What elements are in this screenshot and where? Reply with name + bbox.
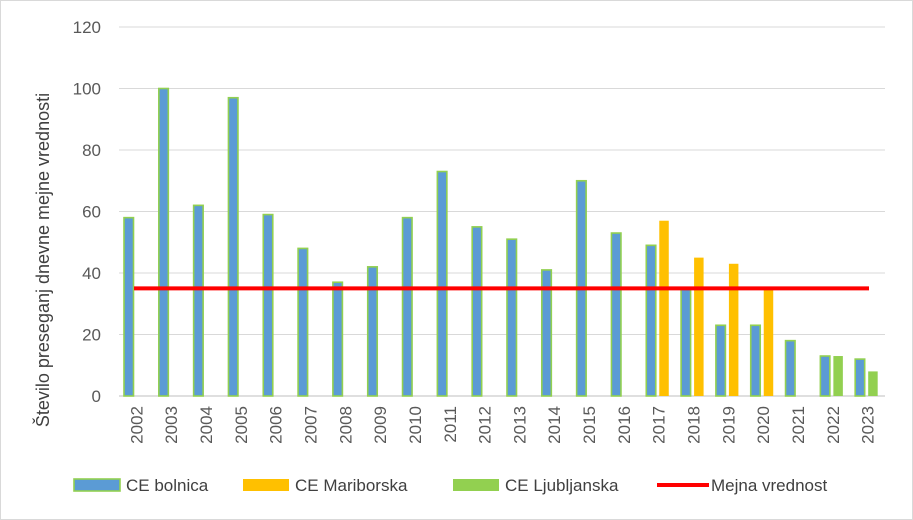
y-tick-label: 40 [82,264,101,283]
x-tick-label: 2018 [685,406,704,444]
x-tick-label: 2011 [441,406,460,443]
y-tick-label: 80 [82,141,101,160]
bar-ce-bolnica-2004 [192,204,204,397]
legend: CE bolnica CE Mariborska CE Ljubljanska Mej… [73,476,828,495]
bar-ce-bolnica-2008 [332,281,344,397]
legend-ce-ljubljanska-swatch [453,479,499,491]
y-axis-label: Število preseganj dnevne mejne vrednosti [32,93,53,427]
y-tick-label: 20 [82,326,101,345]
bar-ce-bolnica-2012 [471,226,483,397]
x-tick-label: 2023 [859,406,878,444]
bar-ce-mariborska-2018 [694,257,704,396]
x-tick-label: 2017 [650,406,669,444]
x-tick-label: 2010 [406,406,425,444]
y-tick-label: 100 [73,80,101,99]
bar-ce-bolnica-2013 [506,238,518,397]
x-tick-label: 2016 [615,406,634,444]
legend-mejna-vrednost-label: Mejna vrednost [711,476,828,495]
bar-ce-bolnica-2017 [645,244,657,397]
x-axis-ticks: 2002 2003 2004 2005 2006 2007 2008 2009 2010 2011… [127,406,877,444]
bar-ce-mariborska-2017 [659,220,669,396]
y-tick-label: 0 [92,387,101,406]
bar-ce-bolnica-2005 [227,96,239,397]
x-tick-label: 2008 [336,406,355,444]
y-axis-ticks: 0 20 40 60 80 100 120 [73,18,101,406]
x-tick-label: 2015 [580,406,599,444]
legend-ce-mariborska-label: CE Mariborska [295,476,408,495]
x-tick-label: 2006 [267,406,286,444]
x-tick-label: 2020 [754,406,773,444]
y-tick-label: 120 [73,18,101,37]
bar-ce-bolnica-2021 [784,339,796,397]
bar-ce-mariborska-2020 [763,288,774,396]
bar-ce-bolnica-2009 [366,266,379,397]
bar-ce-bolnica-2006 [262,213,274,397]
bars [123,87,878,397]
bar-ce-bolnica-2014 [541,269,553,397]
bar-ce-bolnica-2020 [749,324,762,397]
x-tick-label: 2003 [162,406,181,444]
legend-ce-mariborska-swatch [243,479,289,491]
legend-ce-bolnica-label: CE bolnica [126,476,209,495]
bar-ce-bolnica-2016 [610,232,622,397]
bar-ce-bolnica-2022 [819,355,831,397]
bar-ce-bolnica-2011 [436,170,448,397]
y-tick-label: 60 [82,203,101,222]
bar-ce-bolnica-2002 [123,216,135,397]
bar-ce-bolnica-2010 [401,216,413,397]
x-tick-label: 2021 [789,406,808,444]
x-tick-label: 2012 [476,406,495,444]
bar-ce-mariborska-2019 [728,263,739,396]
bar-ce-bolnica-2023 [854,358,866,397]
legend-ce-ljubljanska-label: CE Ljubljanska [505,476,619,495]
x-tick-label: 2002 [127,406,146,444]
bar-ce-bolnica-2019 [715,324,727,397]
x-tick-label: 2009 [371,406,390,444]
bar-ce-bolnica-2007 [297,247,309,397]
legend-ce-bolnica-swatch [73,478,121,492]
bar-ce-ljubljanska-2023 [868,371,878,396]
x-tick-label: 2004 [197,406,216,444]
bar-ce-bolnica-2003 [158,87,170,397]
bar-ce-bolnica-2018 [680,287,692,397]
x-tick-label: 2013 [510,406,529,444]
x-tick-label: 2014 [545,406,564,444]
x-tick-label: 2019 [719,406,738,444]
bar-ce-ljubljanska-2022 [833,356,843,396]
x-tick-label: 2022 [824,406,843,444]
x-tick-label: 2005 [232,406,251,444]
x-tick-label: 2007 [302,406,321,444]
